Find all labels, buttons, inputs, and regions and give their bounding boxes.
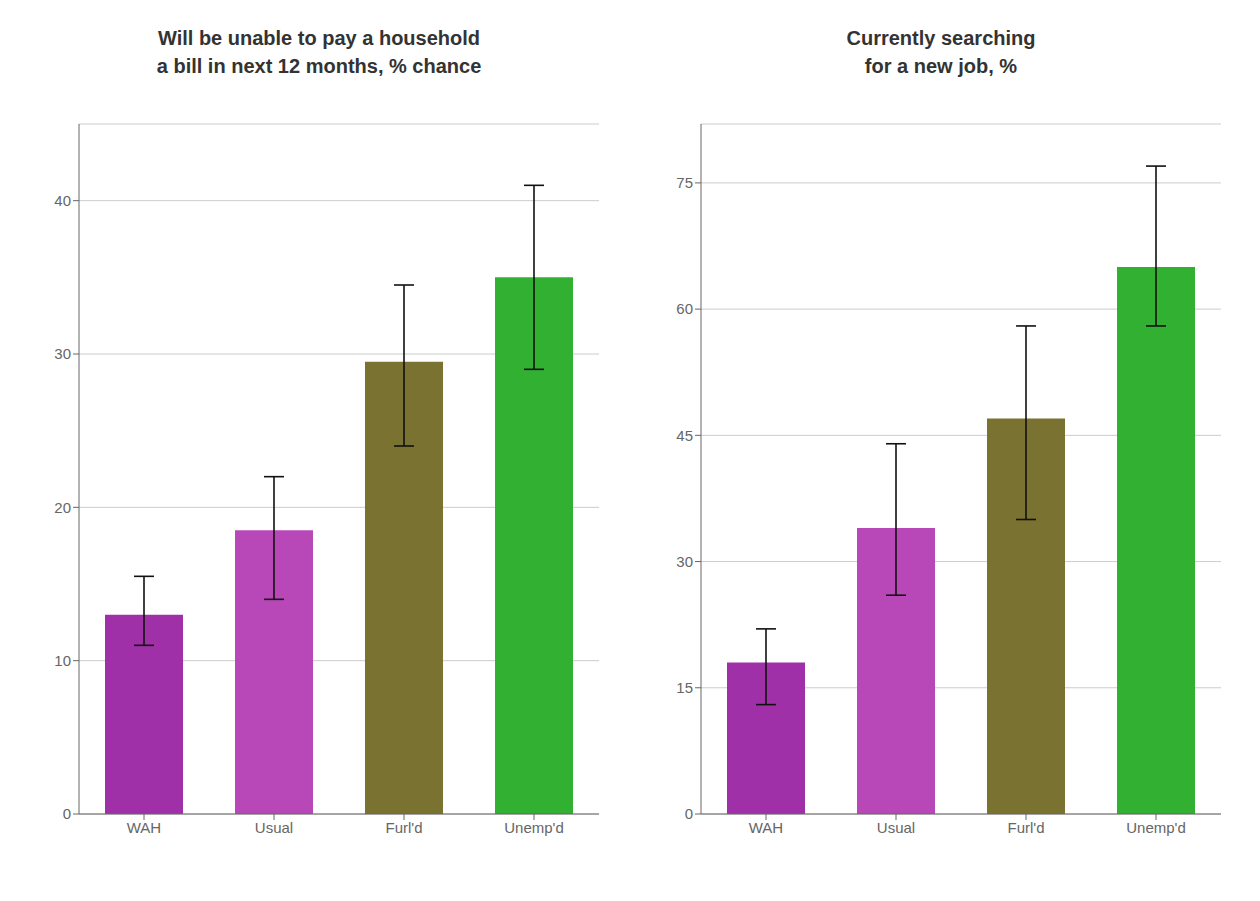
svg-text:WAH: WAH bbox=[749, 819, 783, 836]
svg-text:Furl'd: Furl'd bbox=[385, 819, 422, 836]
svg-text:WAH: WAH bbox=[127, 819, 161, 836]
svg-text:10: 10 bbox=[54, 652, 71, 669]
svg-text:Usual: Usual bbox=[877, 819, 915, 836]
html-text:for a new job, %: for a new job, % bbox=[864, 55, 1018, 77]
svg-text:40: 40 bbox=[54, 192, 71, 209]
svg-text:15: 15 bbox=[676, 679, 693, 696]
svg-text:30: 30 bbox=[676, 553, 693, 570]
svg-text:Unemp'd: Unemp'd bbox=[504, 819, 564, 836]
html-text:Will be unable to pay a househ: Will be unable to pay a household bbox=[158, 27, 480, 49]
svg-text:60: 60 bbox=[676, 300, 693, 317]
svg-text:75: 75 bbox=[676, 174, 693, 191]
svg-text:0: 0 bbox=[685, 805, 693, 822]
html-text:Currently searching: Currently searching bbox=[846, 27, 1036, 49]
svg-text:45: 45 bbox=[676, 427, 693, 444]
svg-text:20: 20 bbox=[54, 499, 71, 516]
html-text:a bill in next 12 months, % ch: a bill in next 12 months, % chance bbox=[156, 55, 482, 77]
svg-text:Furl'd: Furl'd bbox=[1007, 819, 1044, 836]
svg-text:30: 30 bbox=[54, 345, 71, 362]
svg-text:Unemp'd: Unemp'd bbox=[1126, 819, 1186, 836]
svg-text:0: 0 bbox=[63, 805, 71, 822]
svg-text:Usual: Usual bbox=[255, 819, 293, 836]
